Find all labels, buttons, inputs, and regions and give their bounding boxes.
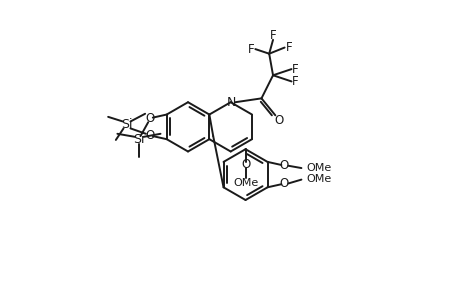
Text: O: O: [241, 158, 250, 171]
Text: OMe: OMe: [305, 163, 330, 173]
Text: Si: Si: [121, 118, 132, 131]
Text: OMe: OMe: [305, 174, 330, 184]
Text: OMe: OMe: [232, 178, 257, 188]
Text: F: F: [291, 75, 298, 88]
Text: F: F: [269, 29, 276, 42]
Text: O: O: [274, 114, 283, 127]
Text: Si: Si: [133, 134, 145, 146]
Text: F: F: [285, 41, 292, 54]
Text: F: F: [247, 43, 254, 56]
Text: N: N: [226, 96, 235, 109]
Text: O: O: [279, 177, 288, 190]
Text: F: F: [291, 63, 298, 76]
Text: O: O: [145, 112, 154, 125]
Text: O: O: [279, 159, 288, 172]
Text: O: O: [145, 129, 154, 142]
